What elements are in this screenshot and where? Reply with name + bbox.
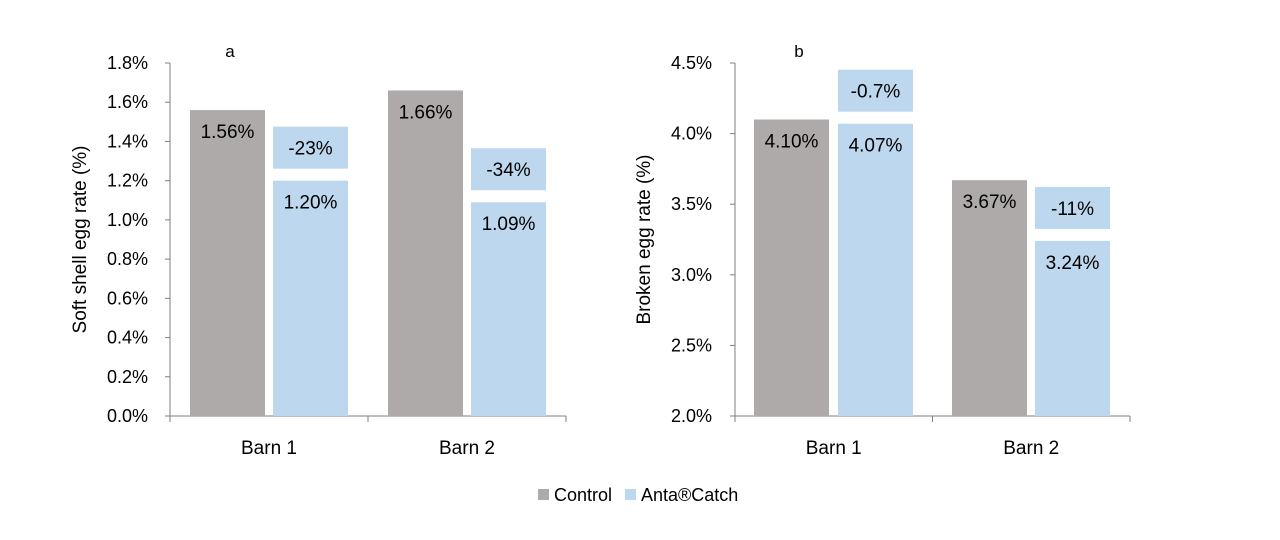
legend-label: Anta®Catch [641, 485, 738, 505]
y-tick-label: 2.0% [671, 406, 712, 426]
bar-control [754, 119, 829, 416]
data-label-control: 3.67% [963, 192, 1017, 213]
x-category-label: Barn 1 [241, 438, 297, 459]
panel-letter: b [794, 42, 803, 61]
legend-label: Control [554, 485, 612, 505]
data-label-control: 1.66% [399, 102, 453, 123]
y-tick-label: 0.4% [107, 328, 148, 348]
change-box [273, 126, 348, 169]
bar-control [190, 110, 265, 417]
y-tick-label: 2.5% [671, 335, 712, 355]
y-tick-label: 0.6% [107, 288, 148, 308]
change-box [471, 148, 546, 191]
legend-swatch [538, 489, 549, 500]
y-tick-label: 3.5% [671, 194, 712, 214]
data-label-antacatch: 3.24% [1046, 253, 1100, 274]
change-box [1035, 186, 1110, 229]
y-tick-label: 1.8% [107, 53, 148, 73]
x-category-label: Barn 1 [806, 438, 862, 459]
legend-swatch [625, 489, 636, 500]
change-label: -23% [288, 139, 332, 160]
panel-letter: a [225, 42, 235, 61]
y-tick-label: 3.0% [671, 265, 712, 285]
change-label: -0.7% [851, 82, 901, 103]
y-tick-label: 1.4% [107, 131, 148, 151]
bar-antacatch [1035, 240, 1110, 416]
chart-panel-b: b Broken egg rate (%) 2.0% 2.5% 3.0% 3.5% 4.0%… [634, 42, 1131, 459]
data-label-control: 4.10% [765, 131, 819, 152]
bar-antacatch [471, 202, 546, 416]
y-tick-label: 1.0% [107, 210, 148, 230]
y-tick-label: 0.8% [107, 249, 148, 269]
y-axis-title: Soft shell egg rate (%) [70, 146, 91, 334]
bar-antacatch [838, 123, 913, 416]
y-tick-label: 1.2% [107, 171, 148, 191]
x-category-label: Barn 2 [1003, 438, 1059, 459]
change-label: -34% [486, 160, 530, 181]
y-axis-title: Broken egg rate (%) [634, 154, 655, 324]
data-label-control: 1.56% [201, 122, 255, 143]
bar-antacatch [273, 180, 348, 416]
data-label-antacatch: 1.20% [284, 193, 338, 214]
chart-legend: Control Anta®Catch [538, 485, 738, 505]
change-label: -11% [1051, 199, 1094, 220]
data-label-antacatch: 1.09% [482, 214, 536, 235]
y-tick-label: 4.5% [671, 53, 712, 73]
y-tick-label: 0.2% [107, 367, 148, 387]
chart-panel-a: a Soft shell egg rate (%) 0.0% 0.2% 0.4% 0.6%… [70, 42, 567, 459]
data-label-antacatch: 4.07% [849, 136, 903, 157]
bar-control [952, 180, 1027, 416]
y-tick-label: 4.0% [671, 124, 712, 144]
y-tick-label: 0.0% [107, 406, 148, 426]
x-category-label: Barn 2 [439, 438, 495, 459]
bar-control [388, 90, 463, 416]
change-box [838, 69, 913, 112]
y-tick-label: 1.6% [107, 92, 148, 112]
